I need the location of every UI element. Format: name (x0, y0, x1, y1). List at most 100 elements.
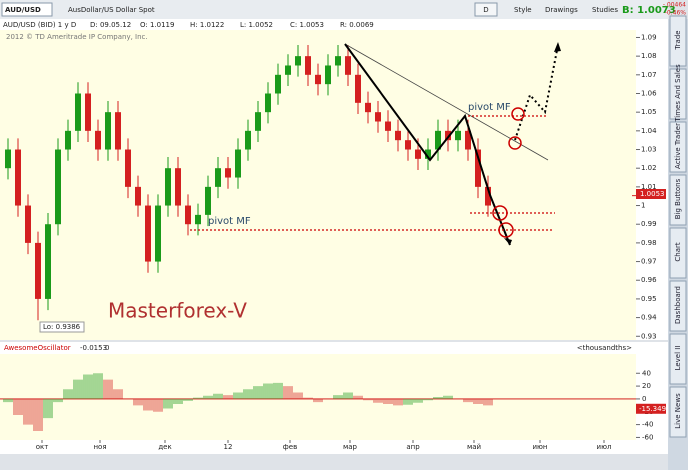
candle-body (135, 186, 141, 206)
y-tick-label: 0.95 (641, 295, 657, 303)
drawings (190, 42, 561, 246)
trendline (344, 43, 549, 161)
side-tab[interactable] (669, 15, 687, 67)
symbol: AUD/USD (5, 6, 41, 14)
price-axis (636, 30, 668, 340)
osc-panel (0, 354, 636, 440)
osc-title: AwesomeOscillator (4, 344, 71, 352)
candle-body (445, 130, 451, 141)
candle-body (385, 121, 391, 131)
side-tab[interactable] (669, 333, 687, 385)
candle-body (295, 56, 301, 66)
side-tab-label: Active Trader (674, 123, 682, 169)
x-tick-label: 12 (224, 443, 233, 451)
candle-body (365, 102, 371, 113)
description: AusDollar/US Dollar Spot (68, 6, 155, 14)
y-tick-label: 1.03 (641, 146, 657, 154)
candle-body (85, 93, 91, 131)
ohlc-low: L: 1.0052 (240, 21, 273, 29)
y-tick-label: 1.05 (641, 108, 657, 116)
osc-axis (636, 342, 668, 440)
circle (508, 136, 522, 150)
y-tick-label: 0.94 (641, 314, 657, 322)
annotation: pivot MF (208, 216, 251, 227)
candle-body (75, 93, 81, 131)
header-row (0, 19, 668, 30)
copyright: 2012 © TD Ameritrade IP Company, Inc. (6, 33, 148, 41)
y-tick-label: 0 (642, 395, 646, 403)
side-tab-label: Big Buttons (674, 178, 682, 219)
candle-body (265, 93, 271, 113)
arrowhead (504, 238, 512, 245)
y-tick-label: 20 (642, 382, 651, 390)
candle-body (455, 130, 461, 141)
y-tick-label: 1.07 (641, 71, 657, 79)
candle-body (425, 149, 431, 159)
wave-line (344, 43, 511, 246)
osc-value: -0.0153 (80, 344, 107, 352)
candle-body (255, 112, 261, 131)
watermark: Masterforex-V (108, 299, 247, 323)
side-tab[interactable] (669, 386, 687, 438)
candle-body (55, 149, 61, 225)
instrument: AUD/USD (BID) 1 y D (3, 21, 76, 29)
x-tick-label: ноя (93, 443, 106, 451)
candle-body (395, 130, 401, 141)
candle-body (15, 149, 21, 206)
candle-body (435, 130, 441, 150)
x-tick-label: окт (36, 443, 49, 451)
last-price: 1.0053 (640, 190, 665, 198)
y-tick-label: -40 (642, 421, 653, 429)
ohlc-high: H: 1.0122 (190, 21, 224, 29)
side-tab-label: Trade (674, 30, 682, 50)
symbol-box[interactable] (1, 2, 53, 17)
d-button[interactable] (474, 2, 498, 17)
style-btn[interactable]: Style (514, 6, 532, 14)
candle-body (125, 149, 131, 187)
ohlc-close: C: 1.0053 (290, 21, 324, 29)
candle-body (345, 56, 351, 75)
studies-btn[interactable]: Studies (592, 6, 618, 14)
candle-body (465, 130, 471, 150)
side-tab-label: Level II (674, 346, 682, 371)
drawings-btn[interactable]: Drawings (545, 6, 578, 14)
side-tab[interactable] (669, 280, 687, 332)
side-tab[interactable] (669, 68, 687, 120)
low-box (39, 321, 85, 333)
candle-body (115, 112, 121, 150)
y-tick-label: 0.99 (641, 220, 657, 228)
candle-body (245, 130, 251, 150)
candle-body (375, 112, 381, 122)
circle (498, 222, 514, 238)
y-tick-label: 0.97 (641, 258, 657, 266)
osc-units: <thousandths> (577, 344, 632, 352)
candle-body (165, 168, 171, 206)
candle-body (145, 205, 151, 262)
plot-layer (0, 44, 636, 432)
candle-body (45, 224, 51, 299)
candle-body (95, 130, 101, 150)
side-tab-label: Live News (674, 393, 682, 429)
candle-body (205, 186, 211, 215)
y-tick-label: 1.06 (641, 89, 657, 97)
candle-body (235, 149, 241, 178)
x-tick-label: дек (158, 443, 171, 451)
circle (511, 107, 525, 121)
y-tick-label: -60 (642, 433, 653, 441)
side-tab[interactable] (669, 121, 687, 173)
osc-last: -15.349 (639, 405, 666, 413)
y-tick-label: 40 (642, 369, 651, 377)
candle-body (5, 149, 11, 169)
arrowhead (554, 42, 561, 52)
side-tab[interactable] (669, 227, 687, 279)
y-tick-label: 0.96 (641, 276, 657, 284)
candle-body (35, 242, 41, 299)
candle-body (285, 65, 291, 75)
side-tab-label: Dashboard (674, 286, 682, 324)
toolbar (0, 0, 668, 19)
candle-body (325, 65, 331, 85)
x-tick-label: фев (283, 443, 297, 451)
side-tab[interactable] (669, 174, 687, 226)
last-price-box (636, 189, 666, 199)
